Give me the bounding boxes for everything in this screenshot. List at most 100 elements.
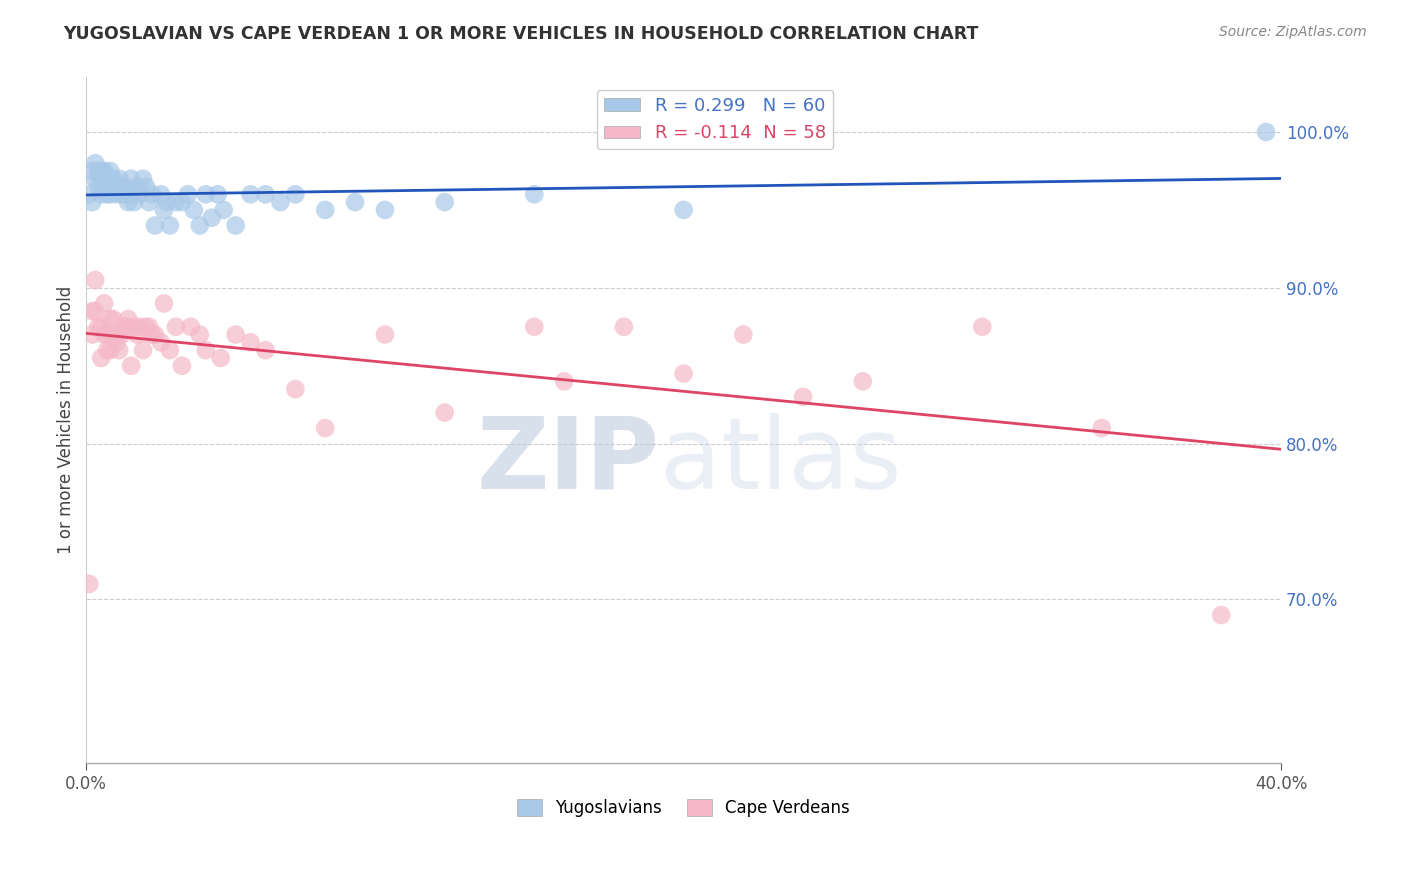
Point: [149, 187, 172, 202]
Point: [159, 219, 181, 233]
Point: [122, 319, 145, 334]
Point: [105, 335, 128, 350]
Point: [84, 156, 107, 170]
Point: [433, 195, 456, 210]
Point: [269, 195, 291, 210]
Point: [117, 195, 139, 210]
Point: [209, 351, 232, 365]
Point: [87, 164, 110, 178]
Point: [132, 171, 155, 186]
Point: [93, 327, 115, 342]
Point: [98, 312, 121, 326]
Point: [93, 179, 115, 194]
Point: [165, 319, 187, 334]
Point: [82, 327, 104, 342]
Point: [212, 202, 235, 217]
Point: [120, 359, 142, 373]
Point: [177, 187, 200, 202]
Point: [77, 577, 100, 591]
Point: [613, 319, 636, 334]
Point: [159, 343, 181, 358]
Point: [733, 327, 755, 342]
Text: Source: ZipAtlas.com: Source: ZipAtlas.com: [1219, 25, 1367, 39]
Point: [129, 187, 152, 202]
Text: ZIP: ZIP: [477, 413, 659, 510]
Point: [84, 273, 107, 287]
Point: [433, 405, 456, 419]
Point: [523, 187, 546, 202]
Point: [170, 195, 193, 210]
Point: [87, 319, 110, 334]
Point: [117, 312, 139, 326]
Text: YUGOSLAVIAN VS CAPE VERDEAN 1 OR MORE VEHICLES IN HOUSEHOLD CORRELATION CHART: YUGOSLAVIAN VS CAPE VERDEAN 1 OR MORE VE…: [63, 25, 979, 43]
Point: [374, 202, 396, 217]
Point: [125, 327, 148, 342]
Point: [852, 374, 875, 388]
Point: [108, 171, 131, 186]
Point: [141, 187, 163, 202]
Point: [105, 187, 128, 202]
Point: [1254, 125, 1277, 139]
Point: [153, 296, 176, 310]
Point: [105, 179, 128, 194]
Point: [284, 382, 307, 396]
Point: [149, 335, 172, 350]
Point: [135, 319, 157, 334]
Point: [98, 343, 121, 358]
Point: [114, 319, 136, 334]
Point: [114, 187, 136, 202]
Point: [93, 164, 115, 178]
Point: [120, 171, 142, 186]
Point: [188, 327, 211, 342]
Point: [87, 179, 110, 194]
Point: [108, 343, 131, 358]
Point: [170, 359, 193, 373]
Point: [114, 319, 136, 334]
Point: [153, 202, 176, 217]
Point: [239, 335, 262, 350]
Point: [143, 219, 166, 233]
Point: [129, 319, 152, 334]
Point: [225, 327, 247, 342]
Point: [77, 187, 100, 202]
Point: [90, 164, 112, 178]
Point: [314, 202, 336, 217]
Point: [792, 390, 814, 404]
Point: [523, 319, 546, 334]
Point: [82, 195, 104, 210]
Point: [254, 343, 277, 358]
Point: [239, 187, 262, 202]
Point: [254, 187, 277, 202]
Point: [101, 179, 124, 194]
Point: [180, 319, 202, 334]
Point: [93, 296, 115, 310]
Point: [138, 319, 160, 334]
Point: [105, 327, 128, 342]
Point: [344, 195, 367, 210]
Point: [553, 374, 575, 388]
Point: [201, 211, 224, 225]
Point: [138, 195, 160, 210]
Point: [90, 319, 112, 334]
Point: [96, 343, 118, 358]
Point: [374, 327, 396, 342]
Point: [165, 195, 187, 210]
Point: [672, 202, 695, 217]
Point: [143, 327, 166, 342]
Point: [82, 304, 104, 318]
Point: [207, 187, 229, 202]
Point: [284, 187, 307, 202]
Point: [111, 327, 134, 342]
Point: [90, 171, 112, 186]
Point: [96, 171, 118, 186]
Point: [183, 202, 205, 217]
Point: [194, 187, 217, 202]
Point: [125, 179, 148, 194]
Point: [1211, 608, 1233, 623]
Point: [120, 187, 142, 202]
Point: [225, 219, 247, 233]
Point: [972, 319, 994, 334]
Legend: Yugoslavians, Cape Verdeans: Yugoslavians, Cape Verdeans: [510, 792, 856, 823]
Point: [98, 164, 121, 178]
Point: [90, 351, 112, 365]
